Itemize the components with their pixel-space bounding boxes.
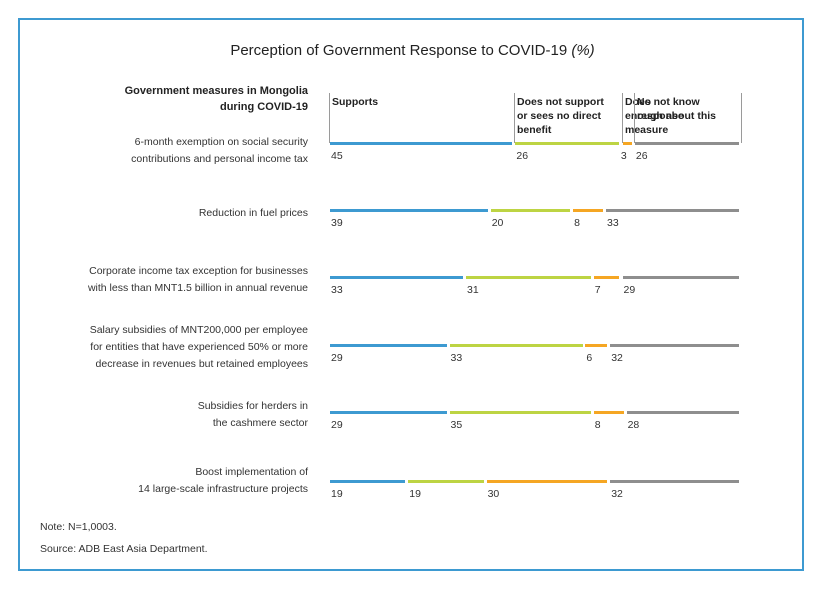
column-header-0: Supports — [332, 95, 378, 109]
chart-title-unit: (%) — [571, 42, 595, 59]
chart-title-text: Perception of Government Response to COV… — [230, 42, 568, 59]
bar-segment — [622, 142, 632, 145]
column-divider-1 — [514, 93, 515, 143]
column-header-line: enough about this — [625, 110, 716, 122]
data-label: 33 — [450, 352, 463, 364]
bar-segment — [330, 276, 463, 279]
row-label: Corporate income tax exception for busin… — [38, 263, 308, 297]
column-header-line: Does not support — [517, 96, 604, 108]
data-label: 8 — [594, 419, 601, 431]
data-label: 39 — [331, 217, 343, 229]
bar-segment — [466, 276, 591, 279]
data-label: 3 — [620, 150, 627, 162]
row-label-line: decrease in revenues but retained employ… — [95, 357, 308, 370]
column-header-2: Does not know enough about this measure — [625, 95, 716, 137]
chart-title: Perception of Government Response to COV… — [0, 42, 825, 59]
bar-segment — [626, 411, 739, 414]
data-label: 20 — [491, 217, 504, 229]
data-label: 26 — [516, 150, 529, 162]
row-label-line: Reduction in fuel prices — [198, 206, 308, 219]
column-divider-0 — [329, 93, 330, 143]
column-divider-2 — [622, 93, 623, 143]
data-label: 19 — [331, 488, 343, 500]
data-label: 6 — [586, 352, 593, 364]
bar-segment — [449, 344, 583, 347]
data-label: 30 — [487, 488, 500, 500]
column-header-line: Does not know — [625, 96, 700, 108]
data-label: 32 — [611, 488, 623, 500]
bar-segment — [330, 411, 447, 414]
row-header: Government measures in Mongolia during C… — [124, 85, 308, 113]
column-header-3: No response — [637, 95, 684, 123]
column-divider-end — [741, 93, 742, 143]
data-label: 8 — [574, 217, 580, 229]
bar-segment — [515, 142, 620, 145]
column-header-line: measure — [625, 124, 669, 136]
bar-segment — [593, 276, 620, 279]
bar-segment — [610, 344, 739, 347]
bar-segment — [330, 480, 406, 483]
chart-frame — [18, 18, 804, 571]
data-label: 35 — [450, 419, 463, 431]
data-label: 29 — [331, 419, 343, 431]
row-label-line: Corporate income tax exception for busin… — [89, 265, 308, 277]
bar-segment — [490, 209, 571, 212]
bar-segment — [606, 209, 739, 212]
row-label-line: Subsidies for herders in — [197, 400, 308, 412]
row-label-line: for entities that have experienced 50% o… — [90, 340, 308, 353]
row-label: Reduction in fuel prices — [38, 205, 308, 222]
column-header-1: Does not support or sees no direct benefit — [517, 95, 604, 137]
column-header-line: response — [637, 110, 684, 122]
source-text: Source: ADB East Asia Department. — [40, 543, 208, 555]
data-label: 31 — [467, 284, 479, 296]
data-label: 33 — [331, 284, 343, 296]
data-label: 26 — [635, 150, 648, 162]
data-label: 45 — [331, 150, 343, 162]
row-label-line: 6-month exemption on social security — [134, 136, 308, 148]
row-label-line: contributions and personal income tax — [131, 153, 308, 165]
row-label: 6-month exemption on social security cont… — [38, 134, 308, 168]
data-label: 29 — [623, 284, 636, 296]
data-label: 19 — [409, 488, 421, 500]
bar-segment — [573, 209, 604, 212]
bar-segment — [610, 480, 739, 483]
row-label: Salary subsidies of MNT200,000 per emplo… — [38, 322, 308, 373]
column-header-line: or sees no direct — [517, 110, 602, 122]
column-header-line: benefit — [517, 124, 552, 136]
row-label: Boost implementation of 14 large-scale in… — [38, 464, 308, 498]
bar-segment — [330, 209, 488, 212]
row-label: Subsidies for herders in the cashmere sec… — [38, 398, 308, 432]
bar-segment — [330, 142, 513, 145]
row-label-line: the cashmere sector — [212, 417, 308, 429]
bar-segment — [449, 411, 591, 414]
row-label-line: Boost implementation of — [195, 466, 308, 478]
bar-segment — [330, 344, 447, 347]
data-label: 32 — [611, 352, 623, 364]
data-label: 28 — [627, 419, 640, 431]
data-label: 33 — [607, 217, 619, 229]
bar-segment — [408, 480, 484, 483]
bar-segment — [622, 276, 739, 279]
column-header-line: Supports — [332, 96, 379, 108]
note-text: Note: N=1,0003. — [40, 521, 117, 533]
data-label: 7 — [594, 284, 601, 296]
bar-segment — [486, 480, 608, 483]
bar-segment — [585, 344, 608, 347]
data-label: 29 — [331, 352, 343, 364]
row-label-line: with less than MNT1.5 billion in annual … — [87, 282, 308, 294]
row-label-line: 14 large-scale infrastructure projects — [138, 483, 308, 495]
column-divider-3 — [634, 93, 635, 143]
column-header-line: No — [637, 96, 651, 108]
bar-segment — [634, 142, 739, 145]
bar-segment — [593, 411, 624, 414]
row-label-line: Salary subsidies of MNT200,000 per emplo… — [89, 323, 308, 336]
